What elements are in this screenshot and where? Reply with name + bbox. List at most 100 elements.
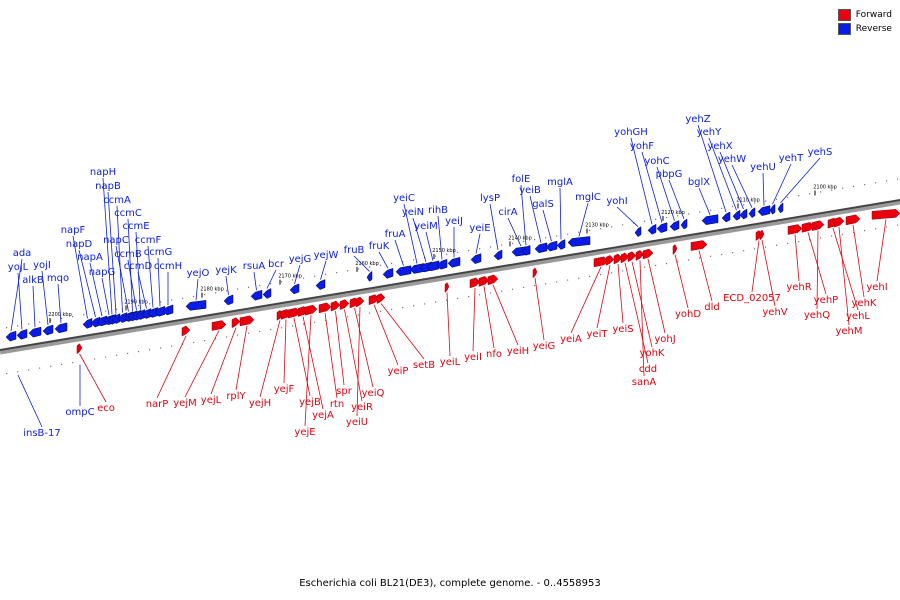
gene-yohd[interactable] — [672, 244, 678, 256]
legend-reverse-label: Reverse — [855, 24, 892, 34]
gene-yeii[interactable] — [469, 277, 481, 289]
scale-dot — [710, 209, 712, 211]
gene-yehx[interactable] — [739, 208, 748, 220]
gene-bglx[interactable] — [701, 214, 719, 225]
gene-yeis[interactable] — [613, 253, 623, 265]
gene-yejk[interactable] — [223, 294, 234, 306]
leader-yeip — [373, 304, 399, 366]
scale-dot — [743, 250, 745, 252]
gene-yehu[interactable] — [757, 205, 771, 216]
gene-mglc[interactable] — [567, 236, 591, 247]
gene-mqo[interactable] — [54, 322, 68, 334]
gene-nfo[interactable] — [478, 276, 490, 287]
gene-frub[interactable] — [366, 270, 373, 282]
gene-label-ccmf: ccmF — [135, 235, 162, 246]
gene-yeiu[interactable] — [355, 296, 365, 308]
gene-ccmh[interactable] — [162, 304, 174, 316]
gene-label-napf: napF — [61, 225, 86, 236]
gene-ada[interactable] — [5, 330, 17, 342]
gene-dld[interactable] — [690, 240, 708, 251]
gene-yejg[interactable] — [289, 283, 300, 295]
gene-yohc[interactable] — [669, 220, 680, 231]
scale-dot — [633, 222, 635, 224]
gene-fruk[interactable] — [382, 267, 394, 279]
gene-yeig[interactable] — [532, 267, 538, 279]
gene-yehq[interactable] — [811, 220, 825, 231]
gene-yoji[interactable] — [42, 324, 54, 336]
gene-label-yeih: yeiH — [507, 346, 529, 357]
gene-label-yoji: yojI — [33, 260, 51, 271]
gene-yeie[interactable] — [470, 253, 482, 264]
tick-label: 2170 kbp — [278, 274, 302, 280]
gene-pbpg[interactable] — [680, 218, 688, 230]
gene-yeht[interactable] — [769, 203, 776, 215]
gene-label-frub: fruB — [344, 245, 365, 256]
scale-dot — [710, 255, 712, 257]
scale-dot — [523, 286, 525, 289]
scale-dot — [402, 261, 404, 263]
gene-yeje[interactable] — [304, 304, 318, 316]
leader-cdd — [624, 262, 649, 364]
gene-mgla[interactable] — [556, 239, 566, 250]
scale-dot — [842, 233, 844, 235]
gene-bcr[interactable] — [262, 288, 272, 299]
gene-yehy[interactable] — [732, 209, 741, 221]
scale-dot — [83, 314, 85, 316]
gene-yohj[interactable] — [642, 248, 654, 260]
scale-dot — [820, 191, 822, 193]
gene-label-yohi: yohI — [606, 196, 627, 207]
gene-narp[interactable] — [181, 325, 191, 337]
gene-yeib[interactable] — [534, 242, 548, 254]
gene-yehk[interactable] — [845, 214, 861, 226]
gene-yeit[interactable] — [605, 255, 615, 266]
gene-yohk[interactable] — [627, 251, 637, 263]
gene-gals[interactable] — [545, 240, 558, 252]
gene-yehz[interactable] — [721, 211, 731, 223]
gene-rply[interactable] — [239, 315, 255, 327]
gene-rsua[interactable] — [250, 289, 263, 301]
gene-yeir[interactable] — [339, 299, 350, 310]
gene-label-yeir: yeiR — [351, 402, 373, 413]
gene-lysp[interactable] — [493, 249, 503, 261]
gene-yehi[interactable] — [871, 209, 900, 220]
gene-yehm[interactable] — [833, 216, 845, 228]
gene-yejl[interactable] — [231, 317, 241, 329]
gene-yeij[interactable] — [447, 257, 461, 268]
scale-dot — [468, 250, 470, 252]
gene-label-rsua: rsuA — [243, 261, 266, 272]
gene-napf[interactable] — [82, 318, 93, 329]
legend-forward-label: Forward — [855, 10, 892, 20]
gene-yehw[interactable] — [748, 207, 756, 219]
gene-label-bcr: bcr — [268, 259, 285, 270]
gene-yohf[interactable] — [656, 222, 668, 233]
gene-label-yeig: yeiG — [533, 341, 556, 352]
gene-yehv[interactable] — [759, 229, 765, 241]
scale-dot — [193, 295, 195, 298]
gene-yehs[interactable] — [777, 202, 784, 214]
gene-cdd[interactable] — [620, 252, 630, 264]
scale-dot — [380, 264, 382, 266]
gene-label-cira: cirA — [498, 207, 517, 218]
gene-yejw[interactable] — [315, 279, 326, 290]
leader-yohd — [674, 254, 689, 309]
gene-setb[interactable] — [376, 293, 386, 304]
gene-yojl[interactable] — [16, 328, 28, 340]
gene-yejo[interactable] — [185, 300, 207, 311]
gene-rtn[interactable] — [318, 302, 332, 314]
gene-yohgh[interactable] — [647, 223, 657, 235]
gene-yohi[interactable] — [634, 226, 642, 238]
gene-frua[interactable] — [395, 265, 412, 277]
gene-yeil[interactable] — [444, 282, 450, 294]
gene-rihb[interactable] — [436, 258, 448, 270]
gene-fole[interactable] — [521, 244, 531, 256]
gene-yeih[interactable] — [487, 274, 499, 286]
gene-spr[interactable] — [330, 300, 341, 312]
gene-eco[interactable] — [76, 343, 83, 355]
gene-alkb[interactable] — [28, 326, 42, 338]
gene-label-yehr: yehR — [786, 282, 811, 293]
scale-dot — [545, 237, 547, 239]
gene-yejm[interactable] — [211, 320, 227, 331]
gene-yehr[interactable] — [787, 224, 803, 235]
scale-dot — [248, 286, 250, 288]
gene-sana[interactable] — [635, 250, 645, 261]
